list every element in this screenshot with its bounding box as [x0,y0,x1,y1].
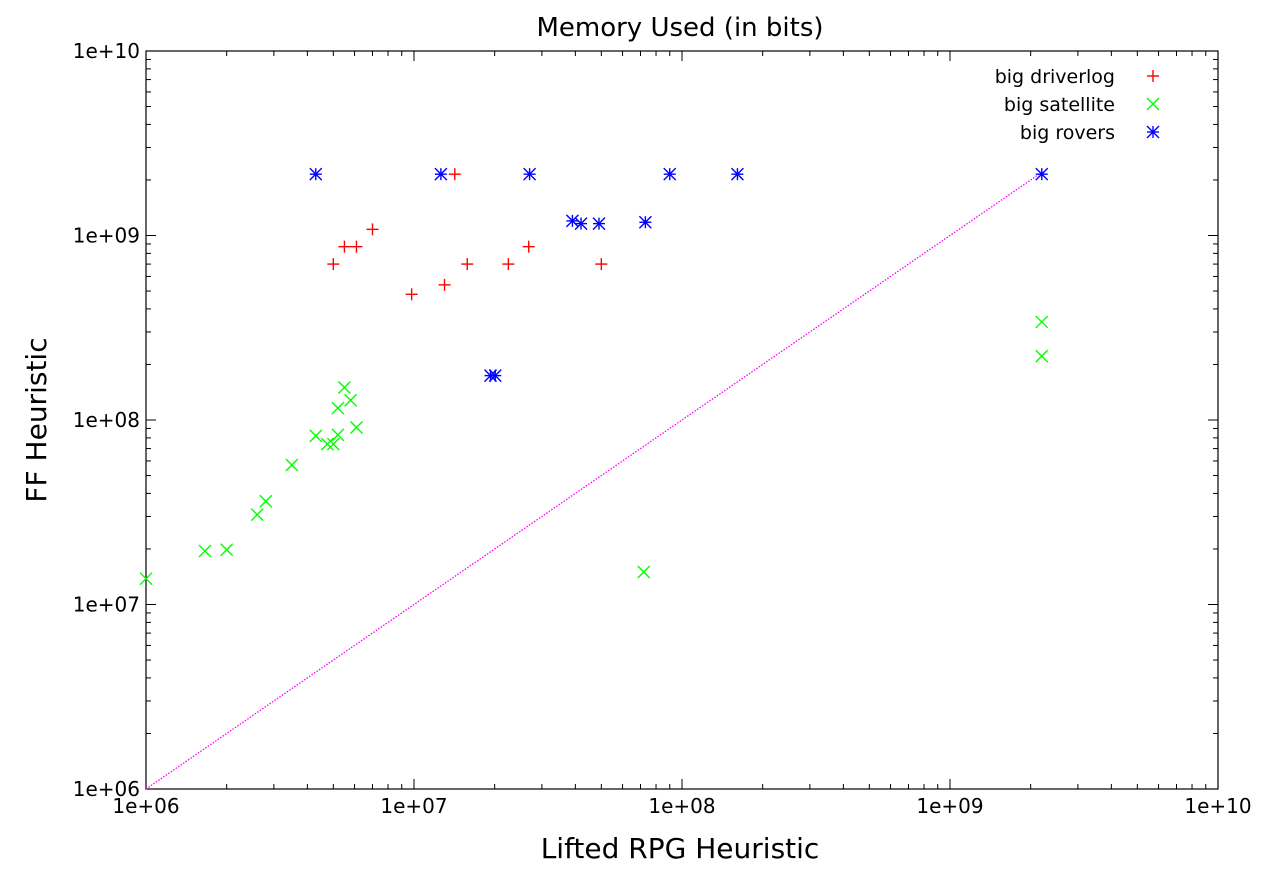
big-rovers-point [309,167,323,181]
x-tick-label: 1e+10 [1184,794,1251,818]
big-rovers-point [663,167,677,181]
y-tick-label: 1e+09 [73,224,140,248]
big-satellite-point [1035,349,1049,363]
big-driverlog-point [448,168,461,181]
big-driverlog-point [438,278,451,291]
big-driverlog-point [502,258,515,271]
big-satellite-point [331,428,345,442]
legend-label-big-driverlog: big driverlog [995,66,1115,88]
big-driverlog-point [327,258,340,271]
big-satellite-point [320,437,334,451]
big-satellite-point [250,508,264,522]
big-satellite-point [220,543,234,557]
y-tick-label: 1e+08 [73,408,140,432]
big-satellite-point [139,572,153,586]
series-big-satellite [139,315,1049,586]
big-satellite-point [637,565,651,579]
big-driverlog-point [405,288,418,301]
big-driverlog-point [595,258,608,271]
big-satellite-point [259,494,273,508]
big-rovers-point [592,217,606,231]
series-big-driverlog [327,168,608,301]
big-driverlog-point [338,240,351,253]
series-big-rovers [309,167,1049,383]
y-tick-label: 1e+07 [73,593,140,617]
y-axis-label: FF Heuristic [20,337,53,502]
big-rovers-point [523,167,537,181]
big-satellite-point [349,421,363,435]
legend-label-big-satellite: big satellite [1004,94,1115,116]
big-rovers-point [574,217,588,231]
x-tick-label: 1e+09 [916,794,983,818]
big-rovers-point [638,215,652,229]
big-satellite-point [337,381,351,395]
x-tick-label: 1e+08 [648,794,715,818]
chart-title: Memory Used (in bits) [536,13,823,43]
legend-marker-big-driverlog [1147,70,1159,82]
big-rovers-point [488,369,502,383]
big-satellite-point [1035,315,1049,329]
big-rovers-point [730,167,744,181]
y-tick-label: 1e+10 [73,39,140,63]
big-driverlog-point [522,240,535,253]
legend-marker-big-satellite [1146,97,1160,111]
legend-marker-big-rovers [1146,125,1160,139]
data-points [139,167,1049,586]
big-driverlog-point [350,240,363,253]
legend-label-big-rovers: big rovers [1020,122,1115,144]
x-tick-label: 1e+07 [380,794,447,818]
big-satellite-point [285,458,299,472]
legend: big driverlog big satellite big rovers [995,66,1160,144]
big-rovers-point [434,167,448,181]
reference-line-group [145,171,1043,790]
y-tick-label: 1e+06 [73,777,140,801]
reference-line [145,171,1043,790]
big-satellite-point [331,401,345,415]
big-rovers-point [1035,167,1049,181]
x-axis-label: Lifted RPG Heuristic [541,832,820,865]
big-satellite-point [326,437,340,451]
big-rovers-point [565,214,579,228]
axis-ticks: 1e+06 1e+07 1e+08 1e+09 1e+10 1e+06 1e+07 1e+08… [73,39,1252,818]
big-driverlog-point [461,258,474,271]
big-driverlog-point [366,223,379,236]
x-tick-label: 1e+06 [112,794,179,818]
big-satellite-point [344,393,358,407]
big-satellite-point [309,429,323,443]
big-satellite-point [198,544,212,558]
